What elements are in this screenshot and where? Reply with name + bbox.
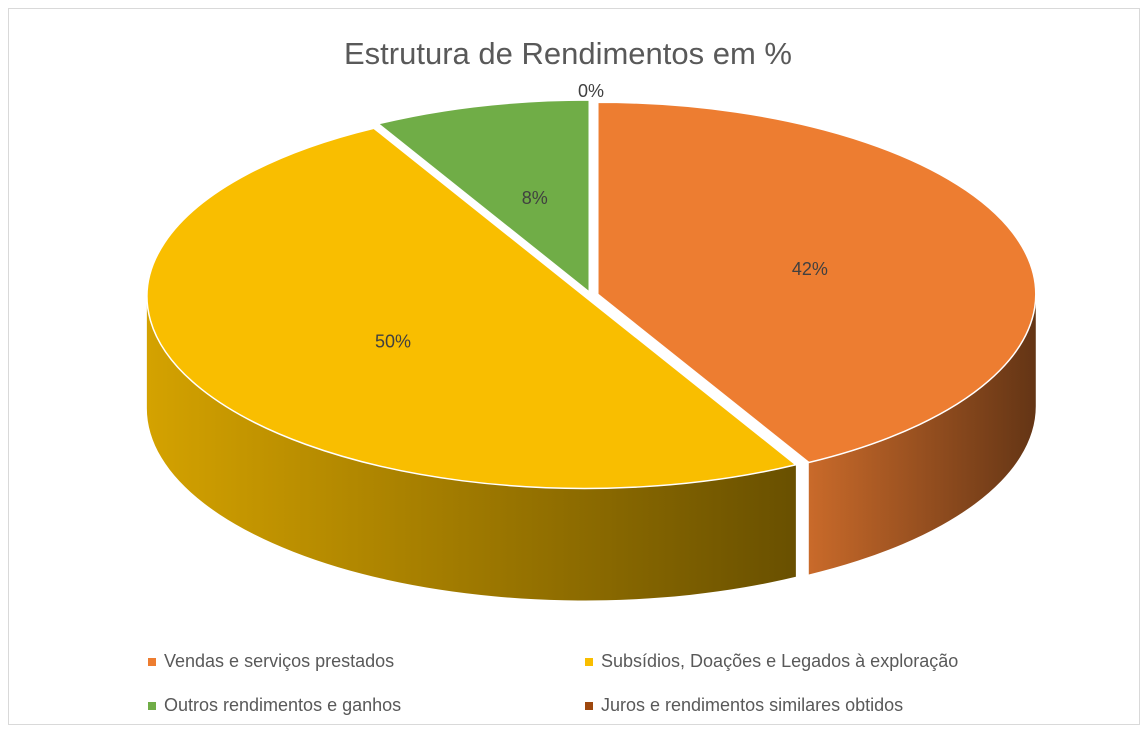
legend-label: Subsídios, Doações e Legados à exploraçã…: [601, 651, 958, 671]
chart-title: Estrutura de Rendimentos em %: [344, 36, 792, 71]
data-label: 50%: [375, 331, 411, 351]
legend-marker: [148, 702, 156, 710]
slice-side: [146, 296, 796, 601]
data-label: 0%: [578, 81, 604, 101]
slice: [376, 99, 591, 294]
legend-label: Outros rendimentos e ganhos: [164, 695, 401, 715]
legend-label: Juros e rendimentos similares obtidos: [601, 695, 903, 715]
legend-marker: [585, 702, 593, 710]
data-label: 42%: [792, 259, 828, 279]
slice: [597, 101, 1037, 464]
data-label: 8%: [522, 188, 548, 208]
slice: [146, 127, 798, 490]
legend-label: Vendas e serviços prestados: [164, 651, 394, 671]
legend-marker: [148, 658, 156, 666]
slice-side: [808, 294, 1036, 575]
legend-marker: [585, 658, 593, 666]
